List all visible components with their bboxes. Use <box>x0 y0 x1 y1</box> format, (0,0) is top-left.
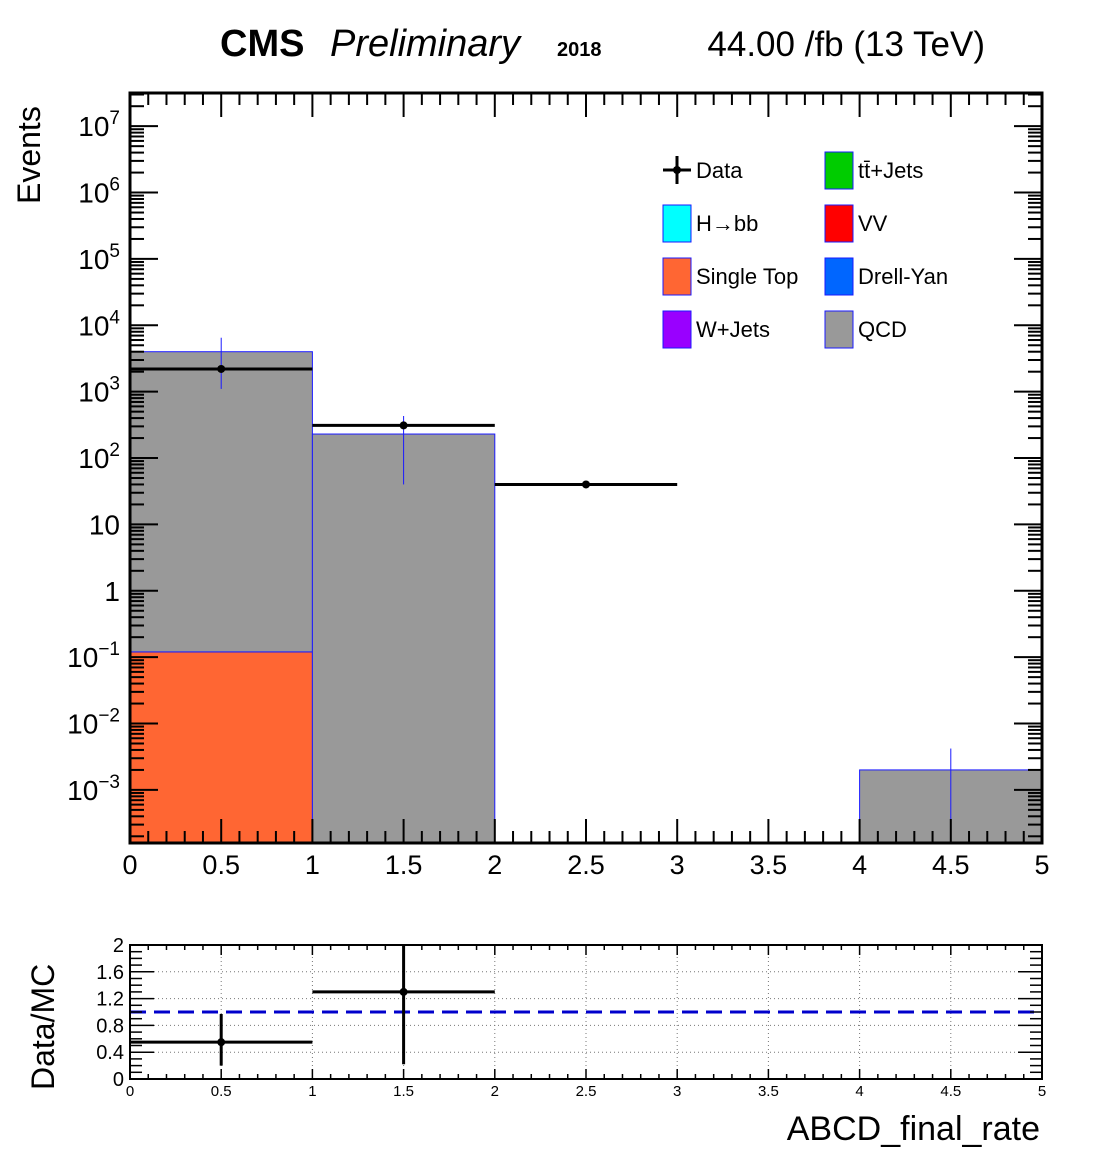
x-tick-label: 0.5 <box>202 850 240 880</box>
y-tick-label: 106 <box>78 175 120 209</box>
legend-label: Data <box>696 158 743 183</box>
ratio-x-tick-label: 2.5 <box>576 1083 597 1100</box>
x-tick-label: 0 <box>122 850 137 880</box>
ratio-x-tick-label: 0 <box>126 1083 134 1100</box>
y-tick-label: 107 <box>78 108 120 142</box>
y-tick-label: 10−1 <box>67 639 120 673</box>
ratio-x-tick-label: 3.5 <box>758 1083 779 1100</box>
preliminary-label: Preliminary <box>330 23 522 65</box>
data-points <box>130 337 678 489</box>
data-point <box>582 480 590 489</box>
legend-entry: tt̄+Jets <box>824 151 923 190</box>
ratio-grid <box>130 945 1042 1079</box>
ratio-x-tick-label: 1.5 <box>393 1083 414 1100</box>
ratio-y-tick-label: 0.8 <box>96 1015 124 1037</box>
legend-entry: H→bb <box>662 204 758 243</box>
x-tick-label: 1.5 <box>385 850 423 880</box>
ratio-point <box>399 987 408 996</box>
legend-entry: W+Jets <box>662 310 770 349</box>
ratio-plot: 0 0.5 1 1.5 2 2.5 3 3.5 4 4.5 5 0 0.4 0.8 1.2 1.6 2 Dat… <box>25 935 1046 1148</box>
ratio-y-tick-label: 1.6 <box>96 962 124 984</box>
ratio-y-axis-label: Data/MC <box>25 964 61 1090</box>
legend-label: W+Jets <box>696 317 770 342</box>
legend-label: QCD <box>858 317 907 342</box>
legend: Data tt̄+Jets H→bb VV Single Top Drell-Yan W+J… <box>662 151 948 349</box>
y-tick-label: 103 <box>78 374 120 408</box>
ratio-x-ticks <box>129 945 1043 1079</box>
legend-entry: QCD <box>824 310 907 349</box>
ratio-x-tick-label: 5 <box>1038 1083 1046 1100</box>
lumi-label: 44.00 /fb (13 TeV) <box>707 25 985 64</box>
main-x-ticks <box>129 93 1043 843</box>
ratio-point <box>217 1038 226 1047</box>
legend-marker-dot <box>673 166 681 174</box>
x-tick-label: 3 <box>670 850 685 880</box>
legend-swatch <box>824 310 854 349</box>
y-tick-label: 105 <box>78 241 120 275</box>
y-tick-label: 10 <box>89 509 120 540</box>
x-tick-label: 4.5 <box>932 850 970 880</box>
x-tick-label: 1 <box>305 850 320 880</box>
x-tick-label: 3.5 <box>750 850 788 880</box>
legend-label: Single Top <box>696 264 798 289</box>
legend-swatch <box>662 204 692 243</box>
y-tick-label: 10−3 <box>67 772 120 806</box>
ratio-x-tick-label: 0.5 <box>211 1083 232 1100</box>
ratio-x-tick-label: 3 <box>673 1083 681 1100</box>
ratio-y-tick-label: 0 <box>113 1069 124 1091</box>
x-tick-label: 2.5 <box>567 850 605 880</box>
ratio-points <box>130 945 495 1066</box>
main-y-ticks <box>130 93 1042 838</box>
data-point <box>399 421 408 430</box>
year-label: 2018 <box>557 39 602 61</box>
ratio-x-tick-label: 2 <box>491 1083 499 1100</box>
ratio-y-tick-label: 2 <box>113 935 124 957</box>
main-x-tick-labels: 0 0.5 1 1.5 2 2.5 3 3.5 4 4.5 5 <box>122 850 1049 880</box>
legend-label: tt̄+Jets <box>858 158 923 183</box>
bar-single-top <box>129 651 313 844</box>
main-plot: 0 0.5 1 1.5 2 2.5 3 3.5 4 4.5 5 107 106 105 104 103 102… <box>11 91 1050 880</box>
x-tick-label: 4 <box>852 850 867 880</box>
ratio-x-tick-labels: 0 0.5 1 1.5 2 2.5 3 3.5 4 4.5 5 <box>126 1083 1046 1100</box>
bar-qcd <box>129 351 313 653</box>
legend-label: Drell-Yan <box>858 264 948 289</box>
legend-swatch <box>824 151 854 190</box>
legend-entry: Drell-Yan <box>824 257 948 296</box>
ratio-x-tick-label: 4 <box>855 1083 863 1100</box>
ratio-y-tick-labels: 0 0.4 0.8 1.2 1.6 2 <box>96 935 124 1091</box>
legend-swatch <box>824 204 854 243</box>
legend-swatch <box>824 257 854 296</box>
ratio-y-tick-label: 0.4 <box>96 1042 124 1064</box>
ratio-x-tick-label: 4.5 <box>940 1083 961 1100</box>
legend-label: VV <box>858 211 888 236</box>
y-tick-label: 1 <box>104 576 120 607</box>
legend-swatch <box>662 310 692 349</box>
stack-fills <box>129 351 1043 844</box>
legend-entry: Single Top <box>662 257 798 296</box>
y-tick-label: 10−2 <box>67 706 120 740</box>
ratio-x-tick-label: 1 <box>308 1083 316 1100</box>
x-tick-label: 5 <box>1034 850 1049 880</box>
ratio-y-tick-label: 1.2 <box>96 989 124 1011</box>
legend-label: H→bb <box>696 211 758 236</box>
ratio-x-axis-label: ABCD_final_rate <box>787 1110 1040 1148</box>
cms-label: CMS <box>220 23 304 65</box>
ratio-y-ticks <box>130 944 1042 1080</box>
data-point <box>217 364 226 373</box>
legend-entry: Data <box>663 156 743 184</box>
y-tick-label: 104 <box>78 307 120 341</box>
y-tick-label: 102 <box>78 440 120 474</box>
main-y-axis-label: Events <box>11 106 47 204</box>
legend-entry: VV <box>824 204 888 243</box>
legend-swatch <box>662 257 692 296</box>
x-tick-label: 2 <box>487 850 502 880</box>
bar-qcd <box>311 433 496 844</box>
